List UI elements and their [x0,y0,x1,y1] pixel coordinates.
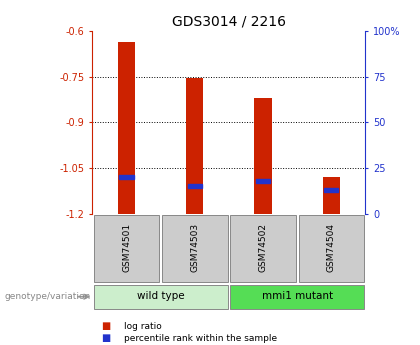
Bar [255,98,272,214]
Bar [230,215,296,282]
Bar [94,215,159,282]
Text: GSM74501: GSM74501 [122,223,131,272]
Bar [299,215,364,282]
Bar [162,215,228,282]
Bar [118,42,135,214]
Text: ■: ■ [101,333,110,343]
Text: GSM74502: GSM74502 [259,223,268,272]
Text: wild type: wild type [137,291,184,301]
Text: ■: ■ [101,321,110,331]
Text: GSM74503: GSM74503 [190,223,199,272]
Bar [188,185,202,188]
Bar [186,78,203,214]
Text: log ratio: log ratio [124,322,162,331]
Text: genotype/variation: genotype/variation [4,292,90,301]
Bar [323,177,340,214]
Text: mmi1 mutant: mmi1 mutant [262,291,333,301]
Title: GDS3014 / 2216: GDS3014 / 2216 [172,14,286,29]
Bar [119,175,134,179]
Text: percentile rank within the sample: percentile rank within the sample [124,334,277,343]
Bar [256,179,270,183]
Bar [94,285,228,309]
Text: GSM74504: GSM74504 [327,223,336,272]
Bar [324,188,339,192]
Bar [230,285,364,309]
